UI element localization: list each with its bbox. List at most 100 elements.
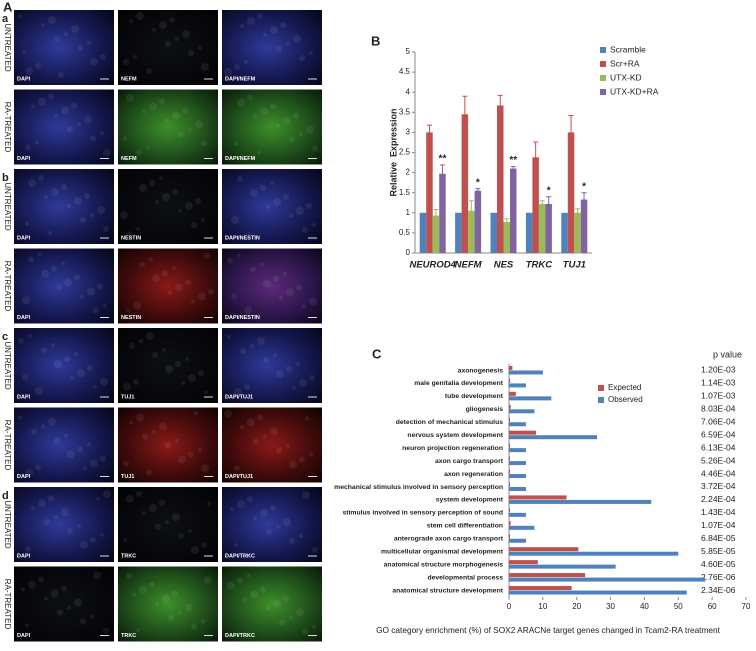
cell bbox=[100, 533, 104, 537]
cell bbox=[240, 425, 244, 430]
cell bbox=[67, 126, 73, 133]
cell bbox=[61, 106, 69, 115]
cell bbox=[87, 41, 91, 45]
bar bbox=[509, 391, 516, 396]
image-caption: NESTIN bbox=[121, 315, 141, 321]
cell bbox=[250, 266, 256, 273]
cell bbox=[149, 581, 155, 588]
cell bbox=[18, 14, 22, 18]
x-tick-label: 60 bbox=[708, 602, 717, 611]
cell bbox=[266, 606, 270, 611]
cell bbox=[201, 542, 207, 548]
micrograph bbox=[118, 566, 218, 642]
cell bbox=[237, 500, 245, 508]
cell bbox=[243, 597, 247, 602]
category-label: axon cargo transport bbox=[435, 458, 504, 465]
cell bbox=[250, 189, 258, 197]
panel-label: A bbox=[3, 0, 13, 14]
cell bbox=[165, 442, 171, 449]
significance-label: * bbox=[547, 185, 551, 196]
cell bbox=[149, 102, 157, 111]
image-caption: DAPI bbox=[17, 394, 31, 400]
cell bbox=[97, 283, 103, 290]
cell bbox=[54, 360, 62, 368]
cell bbox=[152, 274, 160, 283]
cell bbox=[132, 592, 136, 597]
cell bbox=[231, 216, 239, 224]
cell bbox=[175, 37, 179, 41]
cell bbox=[44, 519, 50, 525]
cell bbox=[87, 287, 95, 296]
cell bbox=[77, 122, 81, 127]
bar bbox=[574, 212, 581, 253]
cell bbox=[35, 140, 39, 145]
p-value: 5.85E-05 bbox=[701, 546, 736, 556]
bar bbox=[509, 365, 513, 370]
x-tick-label: 40 bbox=[640, 602, 649, 611]
cell bbox=[266, 205, 270, 209]
cell bbox=[260, 586, 266, 593]
cell bbox=[54, 113, 58, 118]
significance-label: ** bbox=[509, 155, 517, 166]
cell bbox=[175, 361, 181, 367]
bar bbox=[503, 222, 510, 253]
cell bbox=[38, 499, 46, 507]
bar bbox=[509, 512, 526, 517]
cell bbox=[54, 437, 60, 444]
cell bbox=[276, 123, 280, 128]
cell bbox=[162, 348, 166, 352]
cell bbox=[120, 211, 128, 219]
p-value: 6.13E-04 bbox=[701, 442, 736, 452]
bar bbox=[474, 190, 482, 253]
cell bbox=[126, 308, 130, 313]
category-label: anatomical structure morphogenesis bbox=[384, 561, 504, 568]
cell bbox=[253, 438, 259, 445]
micrograph bbox=[14, 328, 114, 403]
bar bbox=[509, 430, 537, 435]
cell bbox=[234, 64, 240, 70]
significance-label: ** bbox=[439, 154, 447, 165]
bar bbox=[509, 461, 526, 466]
p-value: 5.26E-04 bbox=[701, 455, 736, 465]
p-value: 4.46E-04 bbox=[701, 468, 736, 478]
cell bbox=[305, 416, 309, 421]
cell bbox=[198, 370, 204, 376]
cell bbox=[188, 50, 194, 56]
cell bbox=[289, 538, 295, 544]
cell bbox=[64, 278, 72, 287]
cell bbox=[38, 576, 44, 583]
cell bbox=[175, 438, 179, 443]
p-value: 8.03E-04 bbox=[701, 404, 736, 414]
cell bbox=[273, 275, 279, 282]
bar bbox=[509, 443, 511, 448]
cell bbox=[198, 292, 206, 301]
cell bbox=[247, 418, 255, 427]
p-value: 1.07E-03 bbox=[701, 391, 736, 401]
micrograph bbox=[14, 169, 114, 244]
cell bbox=[38, 252, 42, 257]
cell bbox=[35, 63, 41, 69]
x-tick-label: 70 bbox=[742, 602, 751, 611]
cell bbox=[175, 283, 183, 292]
micrograph bbox=[118, 407, 218, 483]
cell bbox=[168, 614, 174, 621]
legend-swatch bbox=[600, 61, 606, 67]
cell bbox=[260, 509, 268, 517]
cell bbox=[178, 131, 184, 138]
cell bbox=[306, 125, 314, 134]
cell bbox=[139, 184, 147, 192]
bar bbox=[490, 212, 497, 253]
bar bbox=[468, 210, 475, 253]
cell bbox=[159, 176, 163, 180]
image-caption: TUJ1 bbox=[121, 474, 134, 480]
cell bbox=[28, 256, 34, 263]
legend-swatch bbox=[600, 75, 606, 81]
cell bbox=[309, 375, 315, 381]
cell bbox=[201, 464, 209, 473]
cell bbox=[146, 68, 152, 74]
cell bbox=[87, 442, 91, 447]
micrograph bbox=[14, 10, 114, 85]
cell bbox=[286, 42, 290, 46]
cell bbox=[133, 379, 139, 385]
cell bbox=[146, 145, 150, 150]
